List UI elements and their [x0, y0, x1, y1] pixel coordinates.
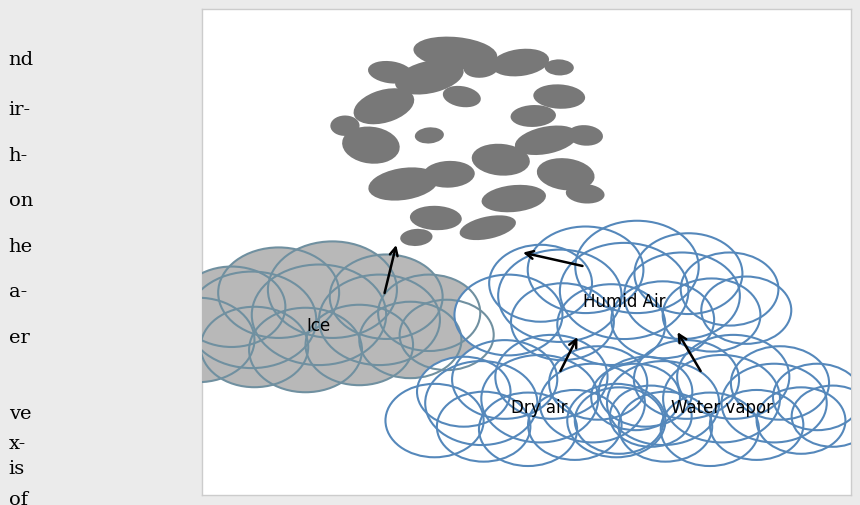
- Ellipse shape: [515, 126, 578, 156]
- Ellipse shape: [464, 58, 499, 79]
- Circle shape: [792, 386, 860, 447]
- Circle shape: [618, 392, 712, 462]
- Circle shape: [329, 255, 443, 339]
- Circle shape: [305, 305, 413, 385]
- Circle shape: [574, 387, 664, 454]
- Circle shape: [498, 250, 622, 342]
- Text: ir-: ir-: [9, 101, 31, 119]
- Circle shape: [663, 356, 780, 442]
- Circle shape: [701, 277, 791, 344]
- Circle shape: [437, 392, 531, 462]
- Circle shape: [142, 298, 255, 382]
- Circle shape: [268, 242, 397, 338]
- Circle shape: [482, 356, 599, 442]
- Circle shape: [681, 253, 778, 326]
- Text: is: is: [9, 460, 25, 478]
- Circle shape: [378, 275, 480, 351]
- Text: he: he: [9, 237, 33, 256]
- Text: nd: nd: [9, 50, 34, 69]
- Text: x-: x-: [9, 434, 26, 452]
- Circle shape: [624, 253, 740, 339]
- Ellipse shape: [491, 49, 549, 77]
- Ellipse shape: [544, 60, 574, 76]
- Circle shape: [677, 335, 789, 419]
- Ellipse shape: [368, 62, 413, 84]
- Ellipse shape: [459, 216, 516, 240]
- Circle shape: [710, 390, 803, 460]
- Text: Humid Air: Humid Air: [583, 292, 666, 310]
- Circle shape: [663, 279, 760, 352]
- Circle shape: [218, 248, 339, 338]
- Circle shape: [607, 362, 719, 445]
- Text: Ice: Ice: [307, 316, 331, 334]
- Circle shape: [479, 393, 577, 466]
- Circle shape: [385, 384, 483, 458]
- Ellipse shape: [568, 126, 603, 146]
- Text: er: er: [9, 328, 29, 346]
- Circle shape: [660, 393, 759, 466]
- Circle shape: [400, 300, 494, 370]
- Ellipse shape: [566, 184, 605, 204]
- Circle shape: [635, 234, 742, 315]
- Text: ve: ve: [9, 404, 31, 422]
- Circle shape: [454, 275, 562, 356]
- Circle shape: [417, 357, 511, 427]
- Circle shape: [489, 245, 592, 322]
- Text: Water vapor: Water vapor: [671, 398, 772, 417]
- Text: h-: h-: [9, 146, 28, 165]
- Ellipse shape: [415, 128, 444, 144]
- Circle shape: [610, 386, 691, 447]
- Ellipse shape: [342, 127, 400, 165]
- Circle shape: [549, 346, 648, 420]
- Text: a-: a-: [9, 283, 27, 301]
- Circle shape: [528, 390, 622, 460]
- Circle shape: [575, 221, 698, 314]
- Ellipse shape: [533, 85, 585, 110]
- Ellipse shape: [330, 116, 359, 137]
- Circle shape: [319, 275, 440, 365]
- Circle shape: [560, 243, 688, 339]
- Circle shape: [252, 265, 386, 365]
- Ellipse shape: [482, 185, 546, 213]
- Circle shape: [528, 227, 643, 314]
- Circle shape: [187, 272, 316, 368]
- Text: Dry air: Dry air: [512, 398, 568, 417]
- Text: of: of: [9, 490, 28, 505]
- Circle shape: [591, 364, 680, 430]
- Circle shape: [178, 267, 286, 347]
- Circle shape: [611, 282, 714, 359]
- Ellipse shape: [537, 159, 594, 191]
- Circle shape: [249, 308, 362, 392]
- Circle shape: [511, 284, 614, 361]
- Circle shape: [568, 384, 666, 458]
- Ellipse shape: [414, 37, 497, 70]
- Ellipse shape: [443, 87, 481, 108]
- Ellipse shape: [410, 207, 462, 231]
- Circle shape: [540, 364, 645, 442]
- Ellipse shape: [368, 168, 439, 201]
- Circle shape: [425, 362, 538, 445]
- Circle shape: [722, 364, 826, 442]
- Circle shape: [757, 387, 845, 454]
- Circle shape: [359, 302, 462, 378]
- Circle shape: [452, 340, 557, 419]
- Circle shape: [200, 307, 308, 387]
- Circle shape: [495, 335, 607, 419]
- Circle shape: [293, 10, 656, 282]
- Ellipse shape: [353, 89, 415, 125]
- Ellipse shape: [472, 144, 530, 176]
- Ellipse shape: [400, 229, 433, 246]
- Circle shape: [557, 285, 666, 365]
- Ellipse shape: [395, 61, 464, 95]
- Ellipse shape: [511, 106, 556, 128]
- Circle shape: [599, 357, 692, 427]
- Text: on: on: [9, 192, 33, 210]
- Circle shape: [773, 364, 860, 430]
- Circle shape: [731, 346, 829, 420]
- Circle shape: [634, 340, 739, 419]
- Ellipse shape: [423, 162, 475, 188]
